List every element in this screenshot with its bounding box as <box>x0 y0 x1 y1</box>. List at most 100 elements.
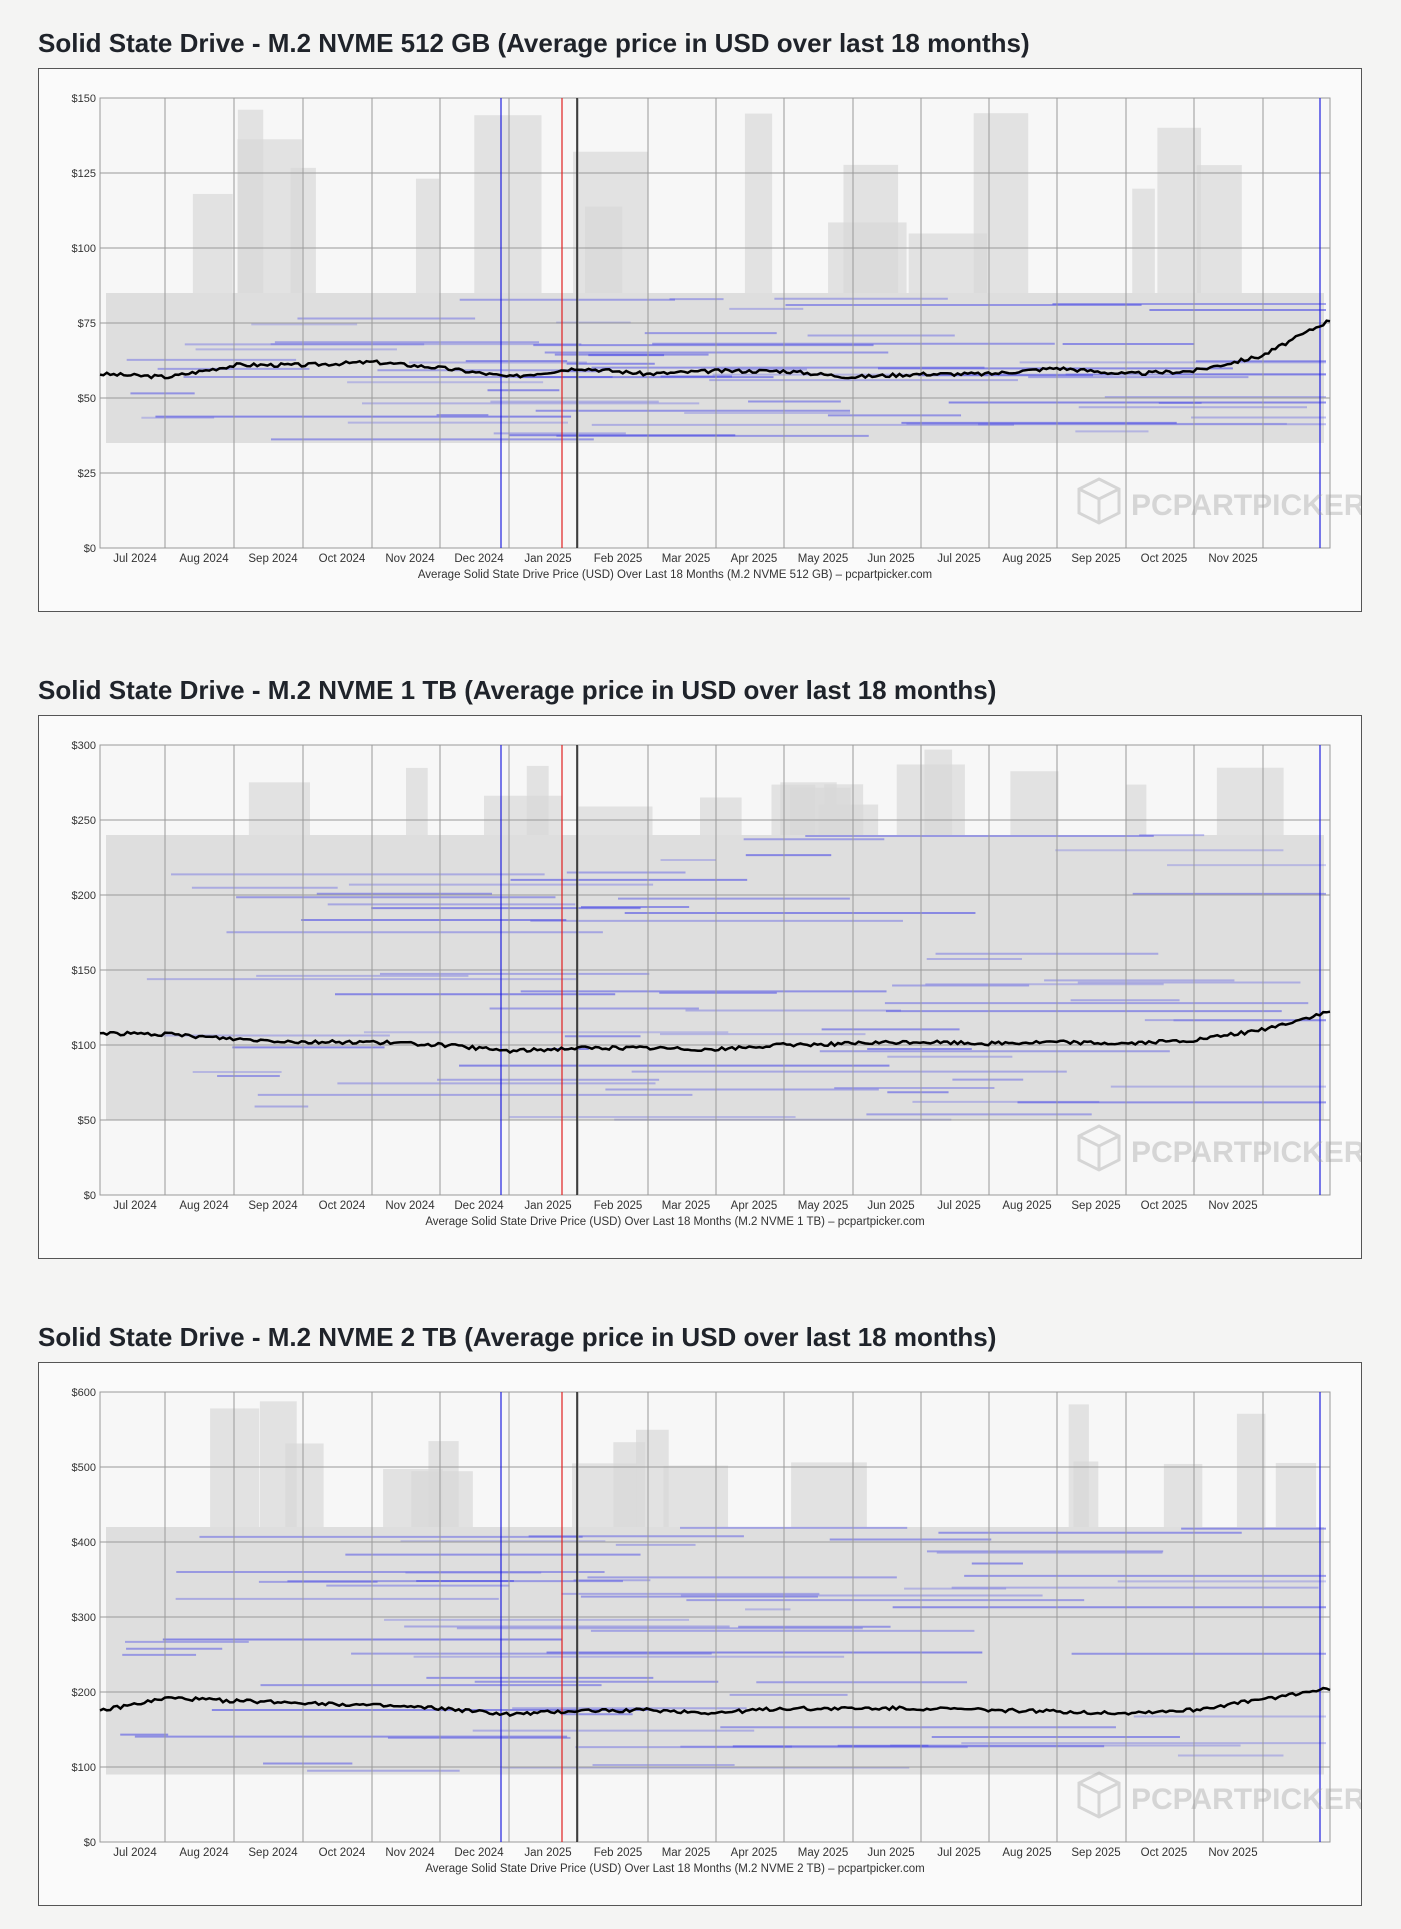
y-tick-label: $125 <box>72 168 96 180</box>
x-tick-label: Mar 2025 <box>662 1847 711 1859</box>
watermark-cube-top <box>1078 1781 1120 1795</box>
price-range-band <box>106 835 1324 1120</box>
x-tick-label: Aug 2025 <box>1002 553 1051 565</box>
x-tick-label: Aug 2024 <box>179 553 229 565</box>
price-range-spike <box>1216 767 1284 835</box>
x-tick-label: Aug 2024 <box>179 1200 229 1212</box>
price-range-spike <box>780 782 837 835</box>
price-range-spike <box>1275 1462 1317 1527</box>
y-tick-label: $200 <box>72 1687 96 1699</box>
x-tick-label: Feb 2025 <box>594 1847 643 1859</box>
x-tick-label: Oct 2025 <box>1141 553 1188 565</box>
watermark: PCPARTPICKER <box>1077 477 1366 525</box>
price-range-spike <box>1010 771 1059 835</box>
chart-frame: $0 $25 $50 $75 $100 $125 $150 Jul 2024 Aug 2024 S… <box>38 68 1366 612</box>
x-tick-label: Feb 2025 <box>594 1200 643 1212</box>
y-tick-label: $300 <box>72 740 96 752</box>
x-tick-label: Oct 2024 <box>319 1200 366 1212</box>
x-tick-label: Apr 2025 <box>731 553 778 565</box>
x-tick-label: Nov 2024 <box>385 1847 435 1859</box>
watermark-cube-top <box>1078 1134 1120 1148</box>
average-price-line <box>99 1010 1331 1054</box>
x-tick-label: Jun 2025 <box>867 1847 914 1859</box>
x-tick-label: Apr 2025 <box>731 1847 778 1859</box>
price-range-spike <box>1125 784 1147 835</box>
watermark: PCPARTPICKER <box>1077 1124 1366 1172</box>
y-tick-label: $150 <box>72 965 96 977</box>
chart-title: Solid State Drive - M.2 NVME 2 TB (Avera… <box>38 1322 997 1352</box>
price-range-spike <box>1196 165 1242 293</box>
x-tick-label: Jul 2024 <box>113 1847 157 1859</box>
price-range-spike <box>572 1463 637 1527</box>
price-range-spike <box>237 109 264 293</box>
x-axis-caption: Average Solid State Drive Price (USD) Ov… <box>418 569 932 581</box>
x-tick-label: Sep 2024 <box>248 1847 298 1859</box>
x-tick-label: Aug 2025 <box>1002 1200 1051 1212</box>
price-range-spike <box>484 795 563 835</box>
price-range-spike <box>1163 1463 1203 1527</box>
price-chart-512gb: $0 $25 $50 $75 $100 $125 $150 Jul 2024 Aug 2024 S… <box>72 93 1366 581</box>
y-tick-label: $75 <box>78 318 96 330</box>
price-range-spike <box>578 806 653 835</box>
x-tick-label: Sep 2025 <box>1071 553 1120 565</box>
y-tick-label: $500 <box>72 1462 96 1474</box>
watermark-text: PCPARTPICKER <box>1131 1136 1361 1169</box>
price-range-spike <box>1236 1413 1266 1527</box>
x-tick-label: Apr 2025 <box>731 1200 778 1212</box>
price-range-spike <box>474 115 542 293</box>
x-tick-label: Nov 2024 <box>385 1200 435 1212</box>
x-tick-label: Jul 2024 <box>113 1200 157 1212</box>
x-tick-label: Aug 2025 <box>1002 1847 1051 1859</box>
x-tick-label: Oct 2024 <box>319 553 366 565</box>
chart-title: Solid State Drive - M.2 NVME 1 TB (Avera… <box>38 675 997 705</box>
x-tick-label: Jan 2025 <box>524 553 571 565</box>
price-range-spike <box>428 1441 459 1527</box>
x-tick-label: Jul 2025 <box>937 1200 980 1212</box>
x-tick-label: Jan 2025 <box>524 1200 571 1212</box>
watermark-text: PCPARTPICKER <box>1131 489 1361 522</box>
x-tick-label: Sep 2024 <box>248 553 298 565</box>
y-tick-label: $600 <box>72 1387 96 1399</box>
x-tick-label: Oct 2025 <box>1141 1200 1188 1212</box>
price-range-spike <box>406 767 428 835</box>
chart-section-2tb: Solid State Drive - M.2 NVME 2 TB (Avera… <box>38 1320 1366 1906</box>
average-price-line <box>99 1686 1331 1718</box>
price-range-spike <box>1132 188 1155 293</box>
x-tick-label: Nov 2024 <box>385 553 435 565</box>
x-tick-label: Feb 2025 <box>594 553 643 565</box>
x-tick-label: May 2025 <box>798 1200 849 1212</box>
x-tick-label: Oct 2024 <box>319 1847 366 1859</box>
price-range-spike <box>908 233 988 293</box>
price-range-spike <box>663 1465 729 1527</box>
x-tick-label: Jul 2025 <box>937 1847 980 1859</box>
watermark-text: PCPARTPICKER <box>1131 1783 1361 1816</box>
x-tick-label: Dec 2024 <box>454 1200 504 1212</box>
price-range-spike <box>924 749 953 835</box>
x-axis-caption: Average Solid State Drive Price (USD) Ov… <box>425 1863 924 1875</box>
chart-frame: $0 $100 $200 $300 $400 $500 $600 Jul 2024 Aug 20… <box>38 1362 1366 1906</box>
x-tick-label: Nov 2025 <box>1208 553 1257 565</box>
price-range-spike <box>192 193 233 293</box>
price-range-spike <box>573 151 649 293</box>
x-tick-label: Nov 2025 <box>1208 1200 1257 1212</box>
x-tick-label: Jun 2025 <box>867 1200 914 1212</box>
y-tick-label: $25 <box>78 468 96 480</box>
x-tick-label: Jun 2025 <box>867 553 914 565</box>
x-tick-label: Sep 2025 <box>1071 1200 1120 1212</box>
watermark-logo-icon <box>1077 1771 1121 1819</box>
price-range-spike <box>744 113 773 293</box>
y-tick-label: $400 <box>72 1537 96 1549</box>
price-chart-1tb: $0 $50 $100 $150 $200 $250 $300 Jul 2024 Aug 202… <box>72 740 1366 1228</box>
watermark-cube-outline <box>1077 477 1121 525</box>
chart-section-512gb: Solid State Drive - M.2 NVME 512 GB (Ave… <box>38 26 1366 612</box>
y-tick-label: $200 <box>72 890 96 902</box>
price-range-spike <box>248 782 310 835</box>
y-tick-label: $50 <box>78 1115 96 1127</box>
y-tick-label: $250 <box>72 815 96 827</box>
price-range-spike <box>1073 1461 1099 1527</box>
x-tick-label: Jan 2025 <box>524 1847 571 1859</box>
y-tick-label: $300 <box>72 1612 96 1624</box>
x-axis-caption: Average Solid State Drive Price (USD) Ov… <box>425 1216 924 1228</box>
y-tick-label: $150 <box>72 93 96 105</box>
watermark-cube-outline <box>1077 1124 1121 1172</box>
